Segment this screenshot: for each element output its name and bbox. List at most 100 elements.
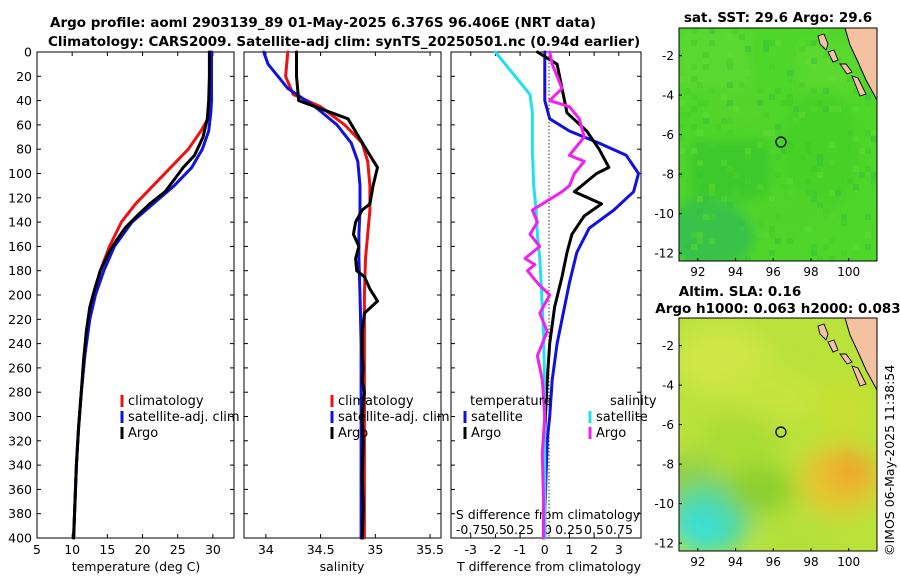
sst-pixel [871, 172, 877, 178]
sst-pixel [685, 88, 691, 94]
sst-pixel [727, 100, 733, 106]
sst-pixel [691, 124, 697, 130]
sst-pixel [745, 154, 751, 160]
temperature-ticks: 0 20 40 60 80 100 120 140 160 180 200 220 240 260 280 3… [8, 45, 234, 557]
map-y-tick-label: -4 [662, 89, 674, 103]
sst-pixel [787, 178, 793, 184]
y-tick-label: 320 [8, 433, 32, 448]
map-x-tick-label: 92 [690, 265, 705, 279]
sst-pixel [691, 148, 697, 154]
sst-pixel [679, 256, 685, 261]
sst-pixel [823, 220, 829, 226]
x-tick-label: 3 [615, 542, 623, 557]
sst-pixel [823, 106, 829, 112]
x-tick-label: -3 [465, 542, 477, 557]
sst-pixel [703, 94, 709, 100]
sst-pixel [727, 34, 733, 40]
figure-title: Argo profile: aoml 2903139_89 01-May-202… [50, 15, 596, 31]
sla-map-title: Altim. SLA: 0.16 [679, 284, 801, 300]
sst-pixel [697, 196, 703, 202]
sst-pixel [709, 214, 715, 220]
sst-pixel [757, 142, 763, 148]
sst-pixel [733, 190, 739, 196]
sst-land [845, 28, 877, 100]
sst-pixel [679, 172, 685, 178]
sst-pixel [853, 184, 859, 190]
sst-pixel [805, 178, 811, 184]
sst-pixel [775, 76, 781, 82]
map-y-tick-label: -4 [662, 379, 674, 393]
sst-pixel [775, 130, 781, 136]
temperature-legend: climatology satellite-adj. clim Argo [120, 394, 240, 441]
sst-pixel [763, 40, 769, 46]
sst-pixel [853, 88, 859, 94]
sst-pixel [679, 70, 685, 76]
sst-pixel [679, 148, 685, 154]
x-tick-label: 10 [64, 542, 80, 557]
sst-pixel [751, 70, 757, 76]
map-x-tick-label: 94 [728, 265, 743, 279]
sst-pixel [757, 112, 763, 118]
sst-pixel [727, 172, 733, 178]
sst-pixel [865, 214, 871, 220]
legend-title-temperature: temperature [470, 394, 552, 409]
sst-pixel [823, 172, 829, 178]
y-tick-label: 100 [8, 166, 32, 181]
sst-pixel [703, 118, 709, 124]
s-diff-tick: 0.5 [584, 522, 604, 537]
sst-map-title: sat. SST: 29.6 Argo: 29.6 [684, 10, 872, 26]
map-y-tick-label: -12 [654, 247, 674, 261]
salinity-series [262, 50, 379, 540]
series-line-s-argo [523, 50, 586, 540]
sst-pixel [829, 142, 835, 148]
sst-pixel [769, 82, 775, 88]
salinity-legend: climatology satellite-adj. clim Argo [330, 394, 450, 441]
sst-pixel [721, 196, 727, 202]
sst-pixel [769, 40, 775, 46]
sst-pixel [865, 148, 871, 154]
legend-label: satellite [596, 410, 648, 425]
sst-pixel [739, 34, 745, 40]
sst-pixel [745, 148, 751, 154]
sst-pixel [871, 178, 877, 184]
sst-pixel [703, 100, 709, 106]
temperature-series [72, 50, 213, 540]
sst-pixel [841, 250, 847, 256]
sst-pixel [709, 88, 715, 94]
sst-pixel [787, 100, 793, 106]
sst-pixel [835, 190, 841, 196]
sst-pixel [829, 88, 835, 94]
sst-pixel [787, 94, 793, 100]
y-tick-label: 340 [8, 458, 32, 473]
sst-pixel [733, 106, 739, 112]
s-difference-label: S difference from climatology [456, 507, 641, 522]
sla-land [845, 318, 877, 390]
sst-pixel [727, 130, 733, 136]
sst-pixel [697, 100, 703, 106]
sst-map-ticks: 92 94 96 98 100 -2 -4 -6 -8 -10 -12 [654, 49, 860, 279]
sst-pixel [691, 64, 697, 70]
y-tick-label: 160 [8, 239, 32, 254]
sst-pixel [769, 244, 775, 250]
sst-pixel [739, 82, 745, 88]
s-diff-tick: 0.75 [605, 522, 633, 537]
sst-pixel [799, 112, 805, 118]
sst-pixel [787, 76, 793, 82]
sst-pixel [709, 238, 715, 244]
legend-label: satellite-adj. clim [128, 410, 240, 425]
map-y-tick-label: -8 [662, 458, 674, 472]
sst-pixel [697, 142, 703, 148]
sst-pixel [679, 124, 685, 130]
sst-pixel [691, 76, 697, 82]
sst-pixel [817, 154, 823, 160]
sst-pixel [781, 148, 787, 154]
sst-pixel [727, 202, 733, 208]
sst-pixel [817, 100, 823, 106]
legend-label: Argo [596, 426, 626, 441]
sst-pixel [865, 232, 871, 238]
sst-pixel [769, 226, 775, 232]
difference-series [493, 50, 640, 540]
sst-pixel [763, 232, 769, 238]
sla-map-ticks: 92 94 96 98 100 -2 -4 -6 -8 -10 -12 [654, 339, 860, 569]
